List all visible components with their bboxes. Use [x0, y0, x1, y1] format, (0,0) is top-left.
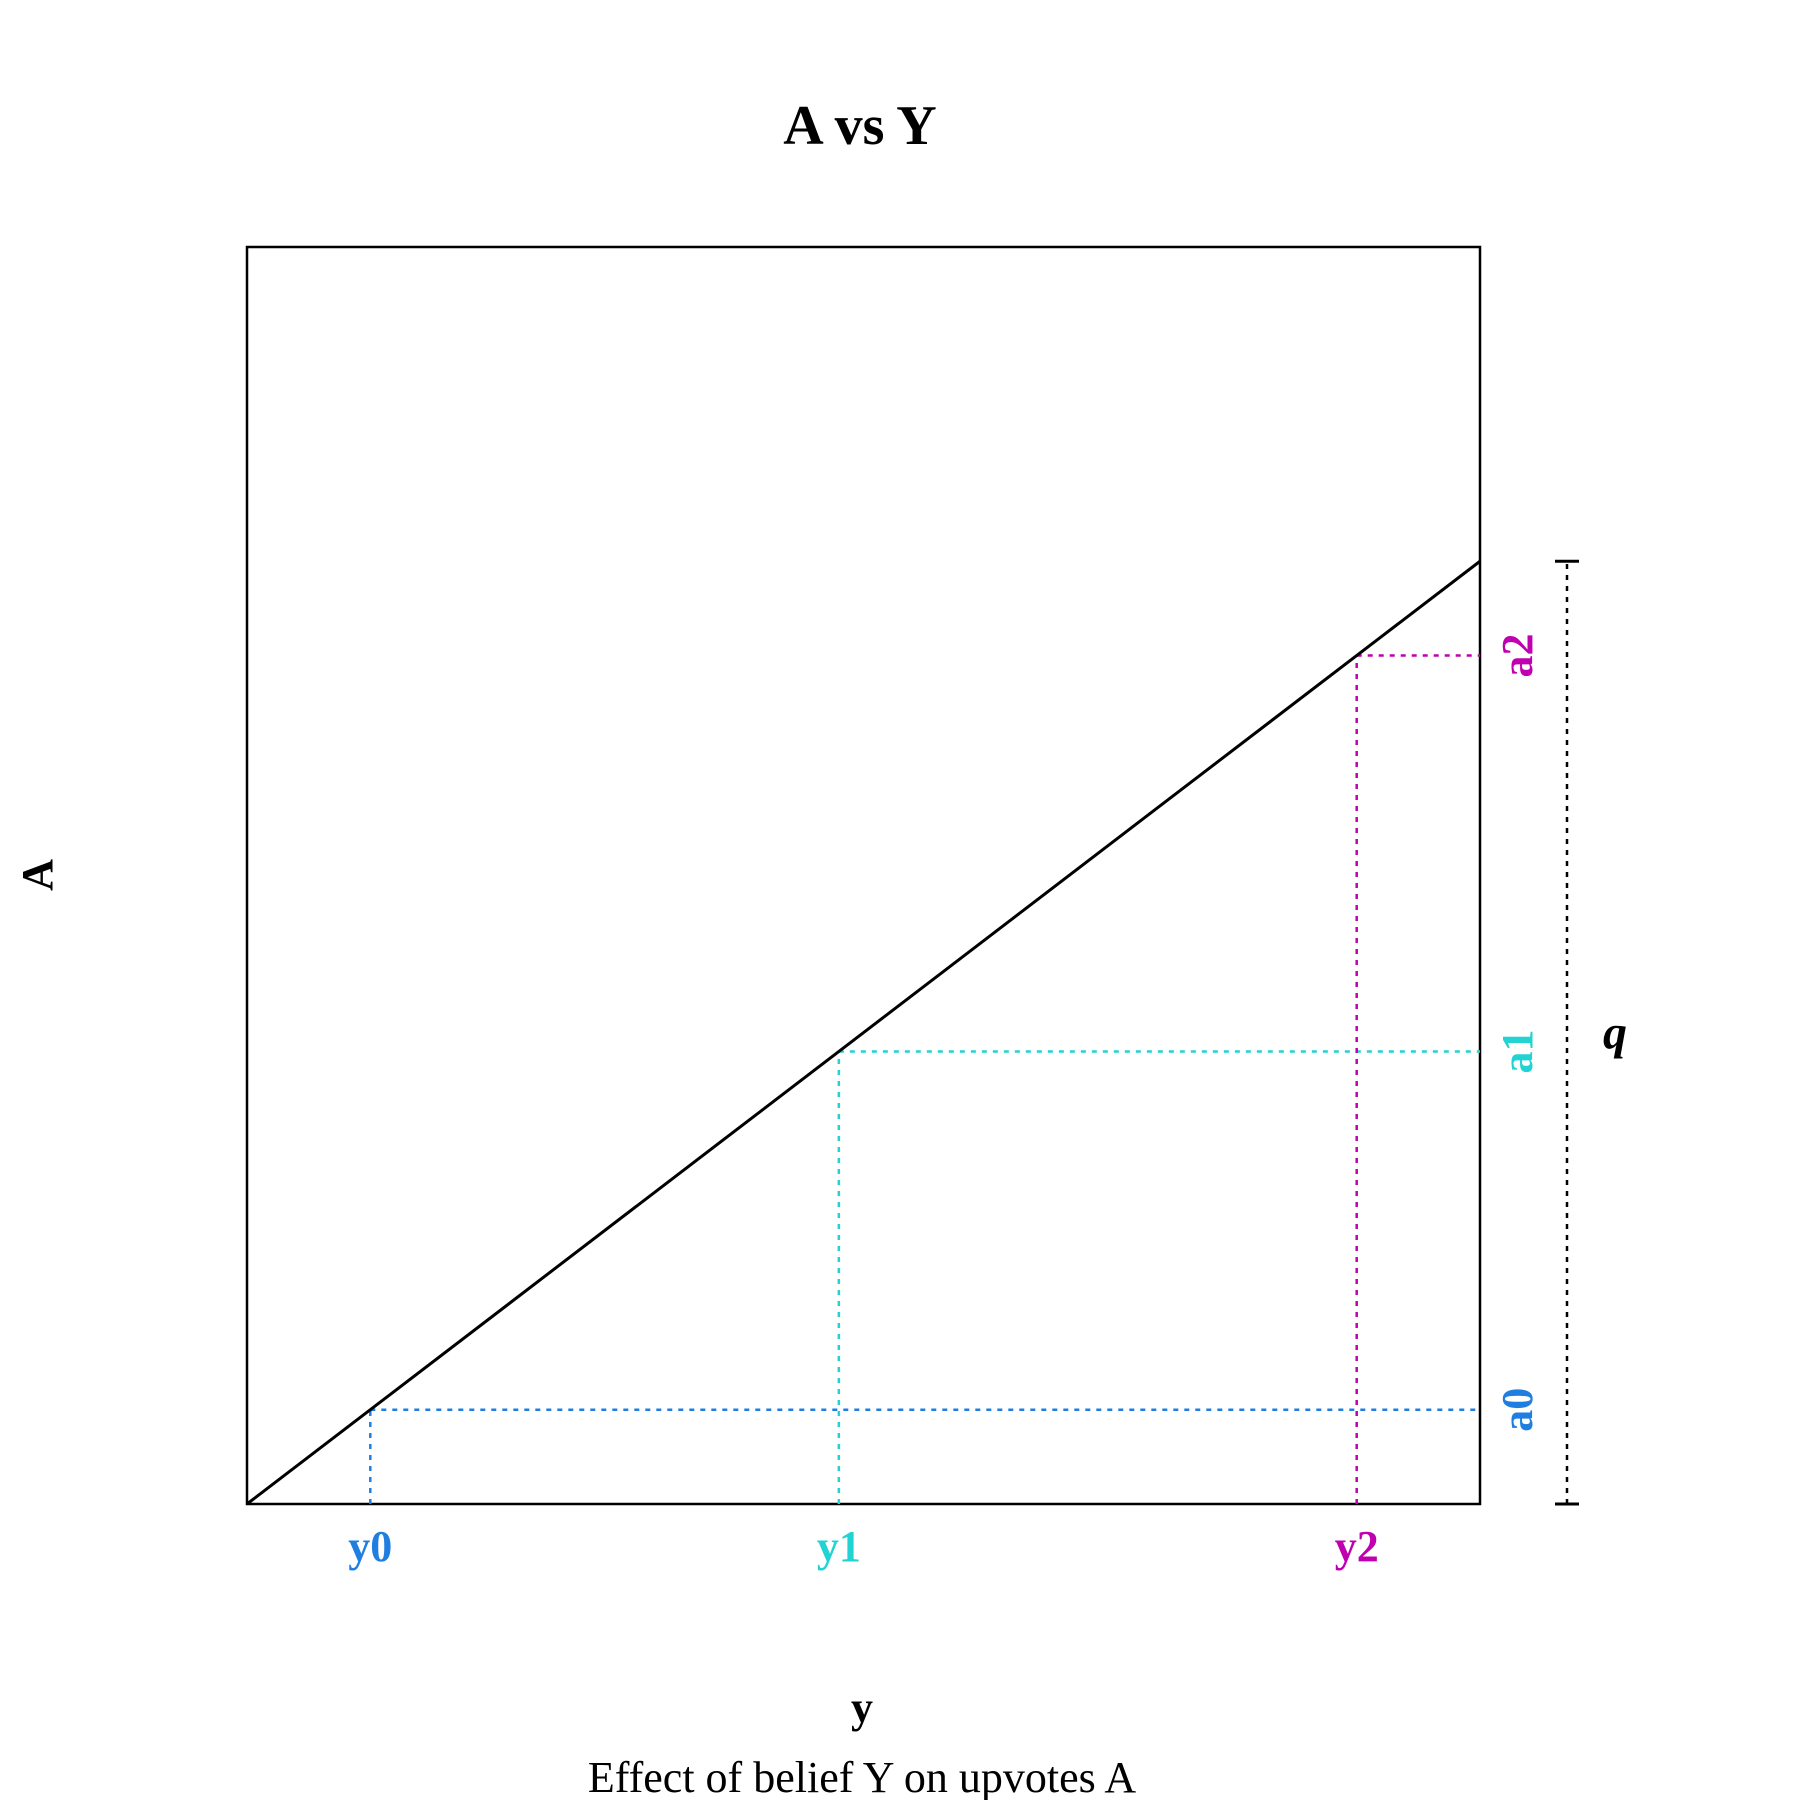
guide-lines — [369, 654, 1480, 1504]
chart-caption: Effect of belief Y on upvotes A — [588, 1753, 1136, 1800]
q-bracket — [1555, 559, 1579, 1506]
chart-title: A vs Y — [783, 95, 937, 157]
x-tick-label-1: y1 — [817, 1522, 861, 1571]
x-tick-label-2: y2 — [1335, 1522, 1379, 1571]
y-axis-label: A — [13, 859, 62, 891]
y-tick-label-2: a2 — [1493, 634, 1542, 678]
series-line — [246, 560, 1481, 1506]
y-tick-labels: a0 a1 a2 — [1493, 634, 1542, 1432]
y-tick-label-1: a1 — [1493, 1029, 1542, 1073]
x-axis-label: y — [851, 1683, 873, 1732]
y-tick-label-0: a0 — [1493, 1388, 1542, 1432]
q-bracket-label: q — [1603, 1007, 1627, 1060]
x-tick-labels: y0 y1 y2 — [348, 1522, 1378, 1571]
x-tick-label-0: y0 — [348, 1522, 392, 1571]
plot-frame — [245, 245, 1482, 1506]
